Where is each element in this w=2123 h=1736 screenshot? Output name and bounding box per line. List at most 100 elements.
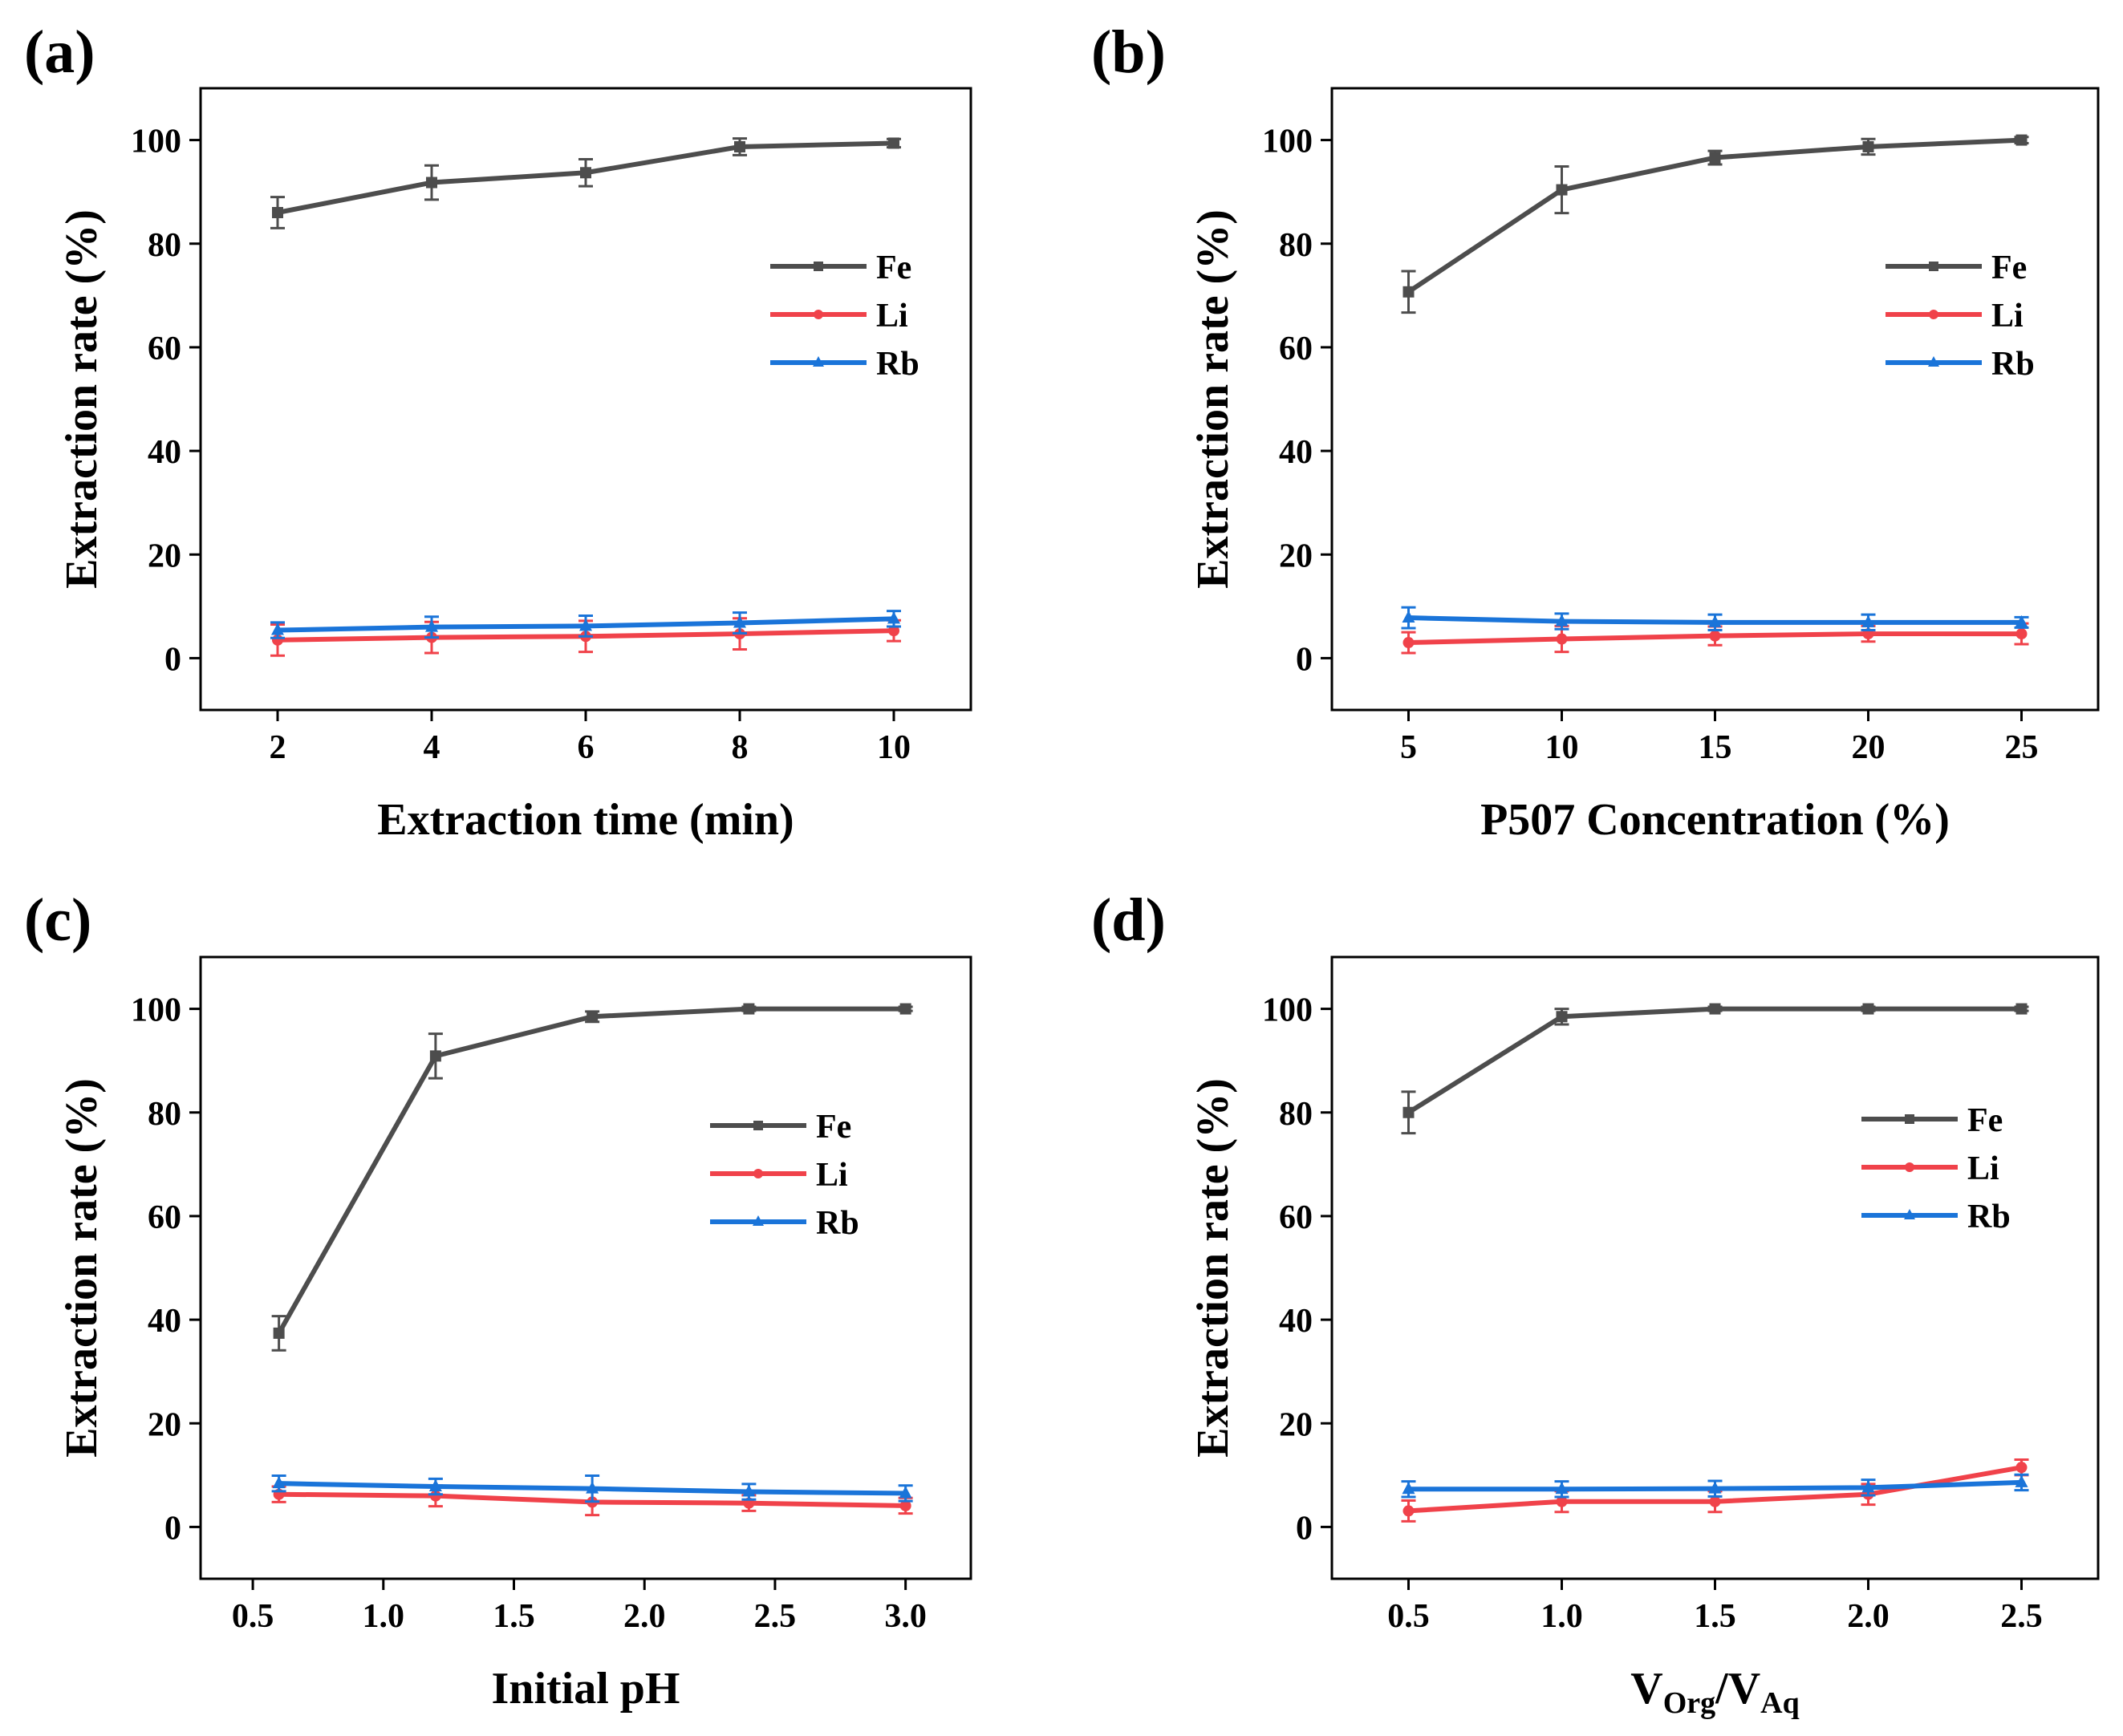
data-point (2015, 628, 2028, 640)
x-tick-label: 4 (424, 729, 440, 766)
data-point (1556, 1011, 1568, 1023)
legend-label-li: Li (1991, 298, 2024, 335)
x-tick-label: 3.0 (884, 1598, 927, 1635)
y-tick-label: 40 (1279, 434, 1313, 471)
legend-label-fe: Fe (1967, 1102, 2003, 1139)
y-tick-label: 0 (1296, 1510, 1313, 1547)
x-tick-label: 2.0 (1847, 1598, 1890, 1635)
legend-label-fe: Fe (816, 1109, 851, 1146)
series-li (1401, 622, 2029, 655)
series-fe (1401, 134, 2029, 314)
data-point (1402, 610, 1415, 623)
data-point (1709, 1003, 1721, 1015)
data-point (587, 1011, 599, 1023)
x-tick-label: 5 (1400, 729, 1417, 766)
y-axis-title: Extraction rate (%) (1188, 1078, 1238, 1458)
data-point (899, 1499, 911, 1511)
y-tick-label: 80 (1279, 1096, 1313, 1133)
legend-label-li: Li (876, 298, 908, 335)
data-point (580, 167, 591, 179)
data-point (429, 1050, 441, 1062)
panel-label: (d) (1091, 886, 1166, 954)
data-point (888, 625, 899, 637)
data-point (888, 137, 899, 149)
chart-panel-4: (d) 0.5 1.0 1.5 2.0 2.5 0 20 40 60 80 100 Extraction… (1091, 886, 2100, 1720)
data-point (887, 611, 900, 624)
chart-panel-3: (c) 0.5 1.0 1.5 2.0 2.5 3.0 0 20 40 60 80 100 Extract… (24, 886, 972, 1714)
data-point (2015, 614, 2028, 627)
data-point (1709, 1495, 1721, 1507)
legend-marker (753, 1121, 763, 1130)
y-tick-label: 60 (148, 1199, 181, 1236)
x-tick-label: 1.5 (493, 1598, 535, 1635)
legend: Fe Li Rb (1886, 249, 2035, 383)
data-point (1402, 1106, 1415, 1118)
legend-label-rb: Rb (1991, 346, 2035, 383)
data-point (899, 1486, 912, 1499)
y-tick-label: 60 (148, 331, 181, 367)
legend-label-rb: Rb (1967, 1199, 2011, 1235)
panel-label: (c) (24, 886, 91, 954)
x-tick-label: 2.5 (2000, 1598, 2043, 1635)
data-point (733, 615, 746, 628)
data-point (1555, 1482, 1569, 1495)
x-tick-label: 2.0 (623, 1598, 666, 1635)
data-point (429, 1490, 441, 1502)
y-tick-label: 100 (1262, 992, 1313, 1029)
x-tick-label: 0.5 (232, 1598, 274, 1635)
y-tick-label: 20 (1279, 1406, 1313, 1443)
data-point (1709, 152, 1721, 164)
y-axis-title: Extraction rate (%) (57, 1078, 107, 1458)
y-tick-label: 40 (1279, 1303, 1313, 1340)
y-axis-title: Extraction rate (%) (1188, 209, 1238, 589)
data-point (1556, 633, 1568, 645)
data-point (2015, 1462, 2028, 1474)
data-point (742, 1484, 756, 1497)
data-point (425, 619, 438, 632)
y-tick-label: 80 (1279, 227, 1313, 264)
x-axis-title-part: V (1630, 1664, 1662, 1714)
x-axis-title: VOrg/VAq (1630, 1664, 1799, 1720)
y-axis-title: Extraction rate (%) (57, 209, 107, 589)
series-line (1407, 1006, 2022, 1115)
x-axis-title-subscript: Aq (1760, 1686, 1800, 1720)
data-point (579, 619, 592, 631)
legend-label-fe: Fe (1991, 249, 2027, 286)
y-tick-label: 20 (1279, 537, 1313, 574)
legend-marker (753, 1215, 764, 1226)
data-point (272, 1476, 286, 1489)
x-tick-label: 0.5 (1387, 1598, 1430, 1635)
data-point (2015, 1474, 2028, 1487)
data-point (1861, 614, 1875, 627)
data-point (1862, 1003, 1874, 1015)
series-fe (271, 1003, 913, 1352)
legend: Fe Li Rb (770, 249, 919, 383)
legend-marker (1929, 310, 1938, 319)
y-tick-label: 40 (148, 1303, 181, 1340)
y-tick-label: 60 (1279, 1199, 1313, 1236)
data-point (2015, 134, 2028, 146)
x-axis-title: P507 Concentration (%) (1480, 795, 1950, 845)
x-axis-title: Initial pH (492, 1664, 680, 1714)
x-tick-label: 10 (1545, 729, 1579, 766)
y-tick-label: 80 (148, 1096, 181, 1133)
data-point (734, 140, 745, 152)
panel-label: (b) (1091, 18, 1166, 86)
series-rb (1401, 1473, 2029, 1499)
legend-marker (1904, 1209, 1915, 1219)
x-tick-label: 8 (732, 729, 749, 766)
y-tick-label: 0 (1296, 641, 1313, 678)
legend-label-li: Li (1967, 1150, 1999, 1187)
x-tick-label: 2 (270, 729, 286, 766)
legend-marker (814, 262, 823, 271)
legend: Fe Li Rb (1861, 1102, 2011, 1235)
x-tick-label: 1.5 (1694, 1598, 1736, 1635)
data-point (426, 176, 437, 189)
data-point (1402, 637, 1415, 649)
series-rb (1401, 606, 2029, 632)
legend-marker (1905, 1114, 1914, 1124)
legend-label-fe: Fe (876, 249, 911, 286)
x-tick-label: 25 (2005, 729, 2039, 766)
y-tick-label: 40 (148, 434, 181, 471)
